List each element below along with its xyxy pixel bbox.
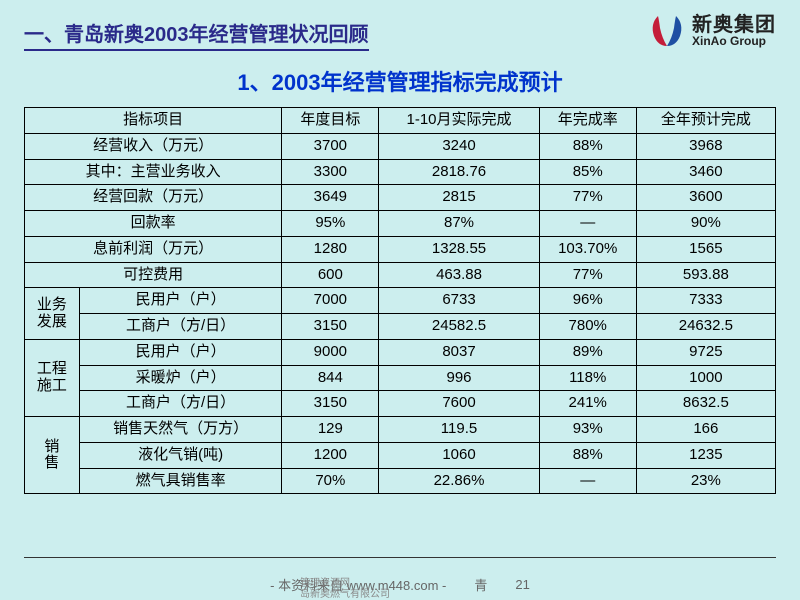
category-biz: 业务发展	[25, 288, 80, 340]
table-header-row: 指标项目 年度目标 1-10月实际完成 年完成率 全年预计完成	[25, 108, 776, 134]
col-header: 指标项目	[25, 108, 282, 134]
col-header: 1-10月实际完成	[379, 108, 539, 134]
watermark: 管理资源网 岛新奥燃气有限公司	[300, 578, 390, 600]
table-row: 可控费用600463.8877%593.88	[25, 262, 776, 288]
company-logo: 新奥集团 XinAo Group	[648, 14, 776, 48]
table-row: 业务发展 民用户（户）7000673396%7333	[25, 288, 776, 314]
col-header: 年完成率	[539, 108, 636, 134]
footer-mid: 青	[474, 575, 487, 594]
table-row: 采暖炉（户）844996118%1000	[25, 365, 776, 391]
footer: - 本资料来自 www.m448.com - 青 21	[0, 575, 800, 594]
page-title: 一、青岛新奥2003年经营管理状况回顾	[24, 18, 369, 51]
table-row: 销售 销售天然气（万方）129119.593%166	[25, 417, 776, 443]
table-row: 息前利润（万元）12801328.55103.70%1565	[25, 236, 776, 262]
table-row: 回款率95%87%—90%	[25, 211, 776, 237]
kpi-table: 指标项目 年度目标 1-10月实际完成 年完成率 全年预计完成 经营收入（万元）…	[24, 107, 776, 494]
table-row: 工商户（方/日）31507600241%8632.5	[25, 391, 776, 417]
table-row: 燃气具销售率70%22.86%—23%	[25, 468, 776, 494]
table-row: 工商户（方/日）315024582.5780%24632.5	[25, 314, 776, 340]
col-header: 年度目标	[282, 108, 379, 134]
table-row: 经营回款（万元）3649281577%3600	[25, 185, 776, 211]
logo-icon	[648, 14, 686, 48]
col-header: 全年预计完成	[636, 108, 775, 134]
table-row: 液化气销(吨)1200106088%1235	[25, 442, 776, 468]
table-row: 工程施工 民用户（户）9000803789%9725	[25, 339, 776, 365]
footer-divider	[24, 557, 776, 558]
logo-en-text: XinAo Group	[692, 35, 776, 47]
category-eng: 工程施工	[25, 339, 80, 416]
table-row: 经营收入（万元）3700324088%3968	[25, 133, 776, 159]
logo-cn-text: 新奥集团	[692, 15, 776, 35]
subtitle: 1、2003年经营管理指标完成预计	[24, 65, 776, 97]
page-number: 21	[515, 577, 529, 592]
table-row: 其中：主营业务收入33002818.7685%3460	[25, 159, 776, 185]
category-sale: 销售	[25, 417, 80, 494]
